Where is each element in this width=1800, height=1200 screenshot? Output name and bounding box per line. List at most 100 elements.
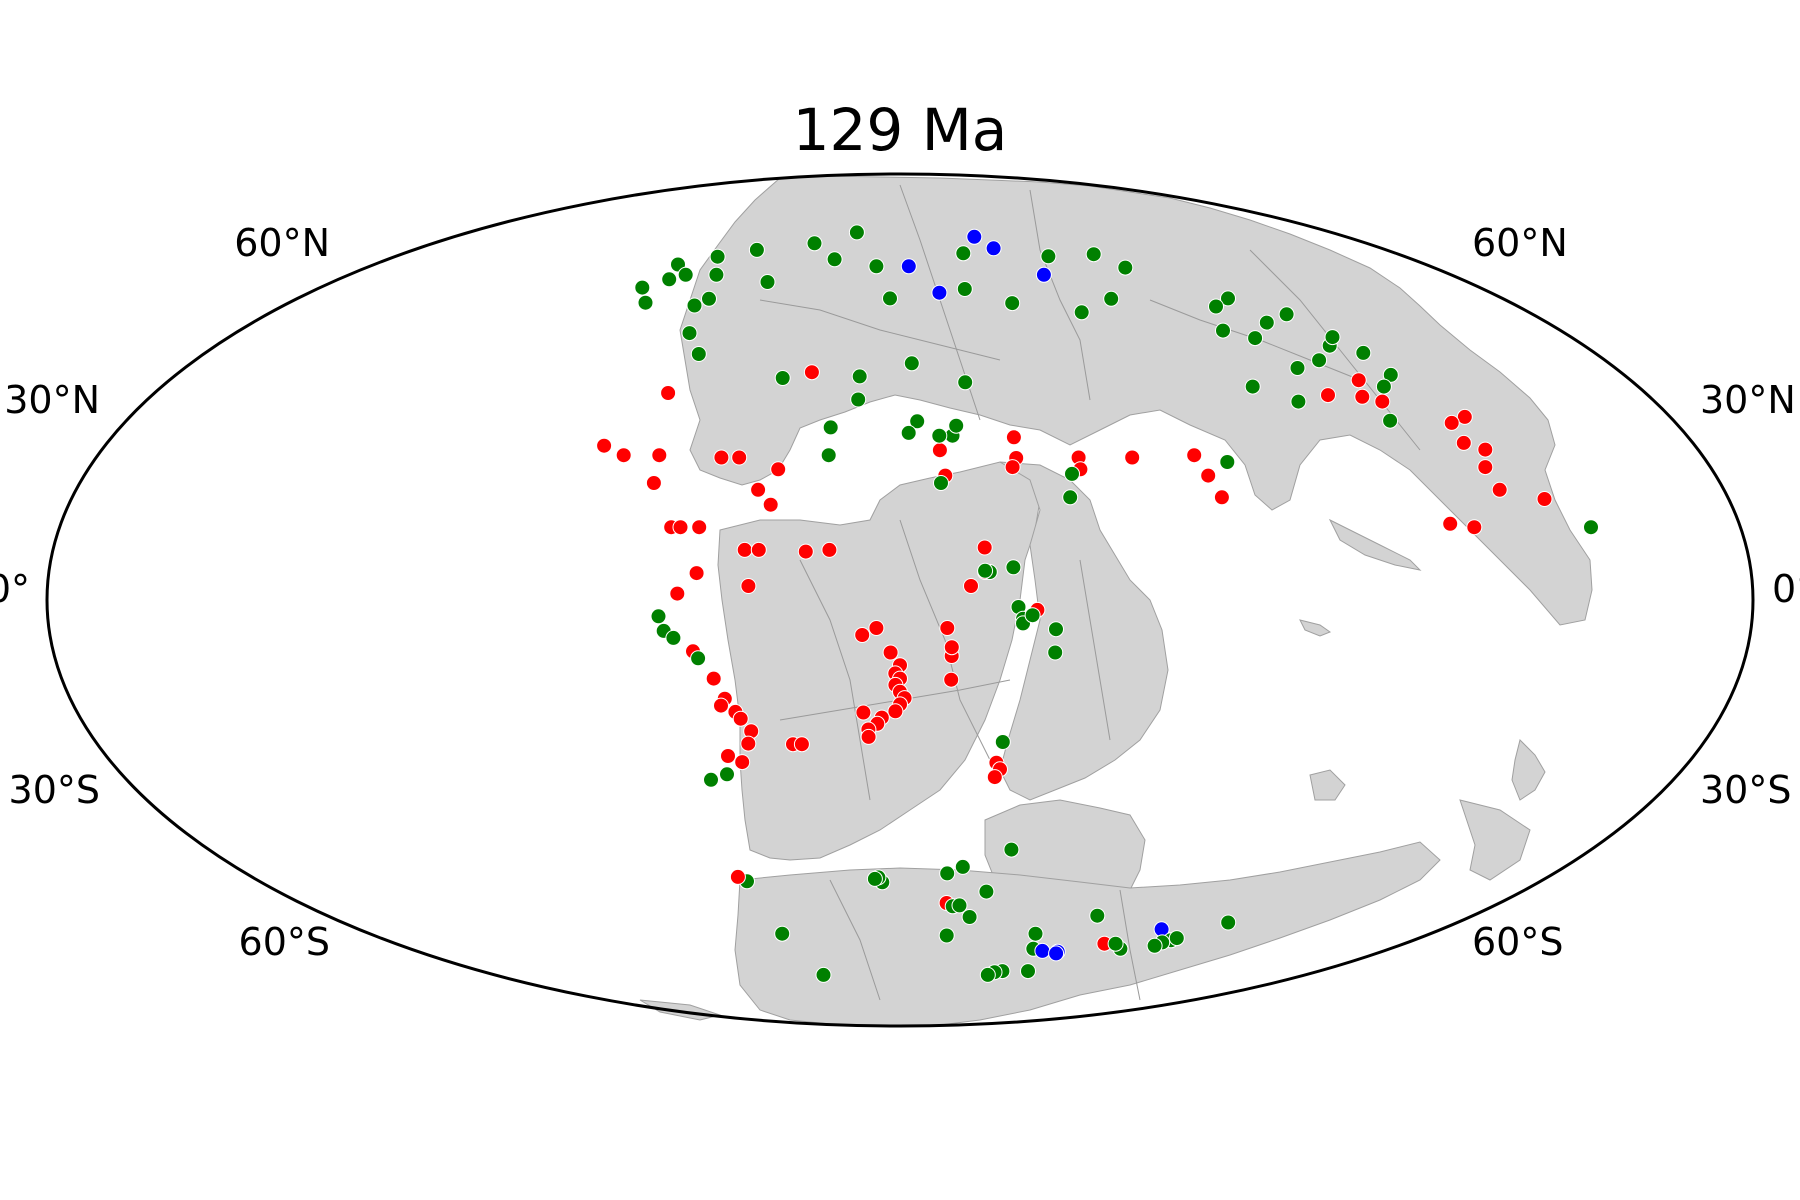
site-point-green xyxy=(806,235,823,252)
site-point-green xyxy=(634,279,651,296)
site-point-green xyxy=(1375,378,1392,395)
site-point-red xyxy=(1374,393,1391,410)
site-point-red xyxy=(713,697,729,714)
site-point-green xyxy=(933,475,949,491)
site-point-red xyxy=(688,565,705,582)
lat-label-left-60n: 60°N xyxy=(234,221,330,265)
site-point-green xyxy=(938,927,955,944)
site-point-blue xyxy=(985,240,1002,257)
site-point-green xyxy=(1382,366,1399,383)
lat-label-left-30n: 30°N xyxy=(4,378,100,422)
site-point-green xyxy=(1004,295,1021,312)
site-point-green xyxy=(1215,322,1231,339)
site-point-red xyxy=(720,748,736,764)
island-east-4 xyxy=(1309,769,1346,801)
site-point-green xyxy=(1047,644,1064,661)
boundary-9 xyxy=(829,879,881,1001)
site-point-red xyxy=(821,541,838,558)
lat-label-right-30s: 30°S xyxy=(1700,768,1791,812)
latitude-labels-right: 60°N 30°N 0° 30°S 60°S xyxy=(1472,221,1800,964)
site-point-red xyxy=(762,496,779,513)
site-point-green xyxy=(650,608,667,625)
site-point-red xyxy=(793,736,810,753)
site-point-red xyxy=(672,519,689,536)
site-point-red xyxy=(596,437,613,454)
site-point-red xyxy=(803,364,820,381)
site-point-red xyxy=(1213,489,1230,506)
site-point-green xyxy=(1324,329,1341,346)
laurasia-landmass xyxy=(679,175,1593,626)
site-point-green xyxy=(1382,412,1399,429)
lat-label-left-60s: 60°S xyxy=(239,920,330,964)
site-point-green xyxy=(1064,465,1080,482)
site-point-green xyxy=(866,870,883,887)
site-point-green xyxy=(709,248,726,265)
site-point-red xyxy=(860,728,877,745)
site-point-green xyxy=(1048,621,1064,638)
site-point-green xyxy=(820,447,837,464)
boundary-6 xyxy=(899,519,991,761)
site-point-red xyxy=(1456,408,1473,425)
site-point-red xyxy=(1350,372,1367,389)
site-point-red xyxy=(660,385,677,401)
site-point-green xyxy=(1168,930,1185,947)
site-point-blue xyxy=(966,228,983,245)
south-america-landmass xyxy=(717,461,1041,861)
site-point-red xyxy=(1491,481,1508,498)
site-point-green xyxy=(1247,330,1264,347)
site-point-red xyxy=(734,754,751,771)
site-point-green xyxy=(1040,248,1057,265)
site-point-green xyxy=(848,224,865,241)
site-point-red xyxy=(1186,447,1203,464)
boundary-5 xyxy=(799,559,871,801)
site-point-blue xyxy=(1048,945,1065,962)
island-east-2 xyxy=(1299,619,1332,637)
site-point-green xyxy=(851,368,868,385)
site-point-green xyxy=(979,966,996,983)
site-point-red xyxy=(713,449,730,466)
site-point-green xyxy=(826,251,843,268)
site-point-red xyxy=(1455,434,1472,451)
site-point-green xyxy=(822,419,839,436)
site-point-green xyxy=(719,766,735,783)
site-point-green xyxy=(681,325,698,342)
site-point-red xyxy=(669,585,686,602)
site-point-green xyxy=(774,370,791,386)
site-point-red xyxy=(615,447,632,464)
lat-label-left-0: 0° xyxy=(0,567,30,611)
site-point-red xyxy=(1354,388,1371,405)
site-point-green xyxy=(850,391,867,408)
site-point-red xyxy=(1320,387,1336,404)
site-point-green xyxy=(748,241,765,258)
site-point-green xyxy=(948,417,965,434)
site-point-red xyxy=(943,671,960,688)
latitude-labels-left: 60°N 30°N 0° 30°S 60°S xyxy=(0,221,330,964)
site-point-green xyxy=(900,424,917,441)
lat-label-right-0: 0° xyxy=(1772,567,1800,611)
site-point-green xyxy=(1208,298,1224,315)
site-point-green xyxy=(931,427,948,444)
lat-label-left-30s: 30°S xyxy=(9,768,100,812)
site-point-green xyxy=(978,883,995,900)
site-point-green xyxy=(1258,314,1275,331)
site-point-red xyxy=(731,449,748,466)
landmasses xyxy=(639,175,1593,1026)
site-point-green xyxy=(956,281,973,297)
site-point-green xyxy=(909,413,926,430)
site-point-red xyxy=(705,670,722,687)
site-point-green xyxy=(1146,937,1163,954)
site-point-green xyxy=(882,290,898,307)
site-point-green xyxy=(1583,519,1599,536)
site-point-green xyxy=(1027,925,1044,942)
site-point-red xyxy=(976,539,993,556)
site-point-red xyxy=(740,735,757,752)
site-point-green xyxy=(1003,841,1020,858)
site-point-green xyxy=(1220,914,1237,931)
site-point-green xyxy=(1290,393,1307,410)
site-point-blue xyxy=(931,284,948,301)
boundary-3 xyxy=(759,299,1001,361)
globe-outline xyxy=(45,172,1755,1028)
site-point-red xyxy=(729,868,746,885)
site-point-green xyxy=(955,245,972,262)
